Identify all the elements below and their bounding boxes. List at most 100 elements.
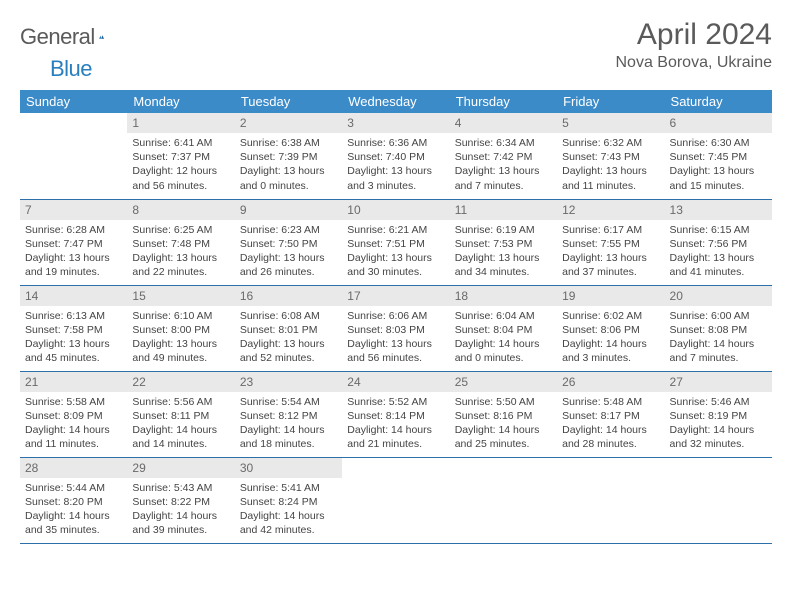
day-number: 14: [20, 286, 127, 306]
day-header: Saturday: [665, 90, 772, 113]
day-body: Sunrise: 6:17 AMSunset: 7:55 PMDaylight:…: [557, 220, 664, 284]
calendar-body: 1Sunrise: 6:41 AMSunset: 7:37 PMDaylight…: [20, 113, 772, 543]
day-number: 5: [557, 113, 664, 133]
day-body: Sunrise: 6:08 AMSunset: 8:01 PMDaylight:…: [235, 306, 342, 370]
day-number: 17: [342, 286, 449, 306]
day-body: Sunrise: 5:48 AMSunset: 8:17 PMDaylight:…: [557, 392, 664, 456]
brand-part1: General: [20, 24, 95, 50]
day-number: 9: [235, 200, 342, 220]
week-row: 21Sunrise: 5:58 AMSunset: 8:09 PMDayligh…: [20, 371, 772, 457]
day-cell: 21Sunrise: 5:58 AMSunset: 8:09 PMDayligh…: [20, 371, 127, 457]
day-cell: 6Sunrise: 6:30 AMSunset: 7:45 PMDaylight…: [665, 113, 772, 199]
day-number: 8: [127, 200, 234, 220]
brand-mark-icon: [99, 28, 104, 46]
day-cell: 14Sunrise: 6:13 AMSunset: 7:58 PMDayligh…: [20, 285, 127, 371]
day-header-row: SundayMondayTuesdayWednesdayThursdayFrid…: [20, 90, 772, 113]
day-cell: 26Sunrise: 5:48 AMSunset: 8:17 PMDayligh…: [557, 371, 664, 457]
day-body: Sunrise: 6:04 AMSunset: 8:04 PMDaylight:…: [450, 306, 557, 370]
day-cell: [342, 457, 449, 543]
calendar-table: SundayMondayTuesdayWednesdayThursdayFrid…: [20, 90, 772, 544]
day-cell: [20, 113, 127, 199]
day-body: Sunrise: 6:13 AMSunset: 7:58 PMDaylight:…: [20, 306, 127, 370]
day-body: Sunrise: 6:02 AMSunset: 8:06 PMDaylight:…: [557, 306, 664, 370]
day-number: 10: [342, 200, 449, 220]
week-row: 1Sunrise: 6:41 AMSunset: 7:37 PMDaylight…: [20, 113, 772, 199]
day-body: Sunrise: 6:10 AMSunset: 8:00 PMDaylight:…: [127, 306, 234, 370]
day-number: 12: [557, 200, 664, 220]
day-header: Tuesday: [235, 90, 342, 113]
day-body: Sunrise: 6:36 AMSunset: 7:40 PMDaylight:…: [342, 133, 449, 197]
day-body: Sunrise: 6:41 AMSunset: 7:37 PMDaylight:…: [127, 133, 234, 197]
day-number: 7: [20, 200, 127, 220]
day-cell: 16Sunrise: 6:08 AMSunset: 8:01 PMDayligh…: [235, 285, 342, 371]
day-number: 3: [342, 113, 449, 133]
day-body: Sunrise: 5:50 AMSunset: 8:16 PMDaylight:…: [450, 392, 557, 456]
day-body: Sunrise: 5:44 AMSunset: 8:20 PMDaylight:…: [20, 478, 127, 542]
day-header: Sunday: [20, 90, 127, 113]
day-number: 26: [557, 372, 664, 392]
day-number: 28: [20, 458, 127, 478]
day-body: Sunrise: 6:06 AMSunset: 8:03 PMDaylight:…: [342, 306, 449, 370]
day-cell: 12Sunrise: 6:17 AMSunset: 7:55 PMDayligh…: [557, 199, 664, 285]
day-body: Sunrise: 6:30 AMSunset: 7:45 PMDaylight:…: [665, 133, 772, 197]
day-body: Sunrise: 5:58 AMSunset: 8:09 PMDaylight:…: [20, 392, 127, 456]
day-body: Sunrise: 6:34 AMSunset: 7:42 PMDaylight:…: [450, 133, 557, 197]
brand-part2: Blue: [50, 56, 92, 82]
day-cell: 10Sunrise: 6:21 AMSunset: 7:51 PMDayligh…: [342, 199, 449, 285]
day-header: Wednesday: [342, 90, 449, 113]
day-cell: 30Sunrise: 5:41 AMSunset: 8:24 PMDayligh…: [235, 457, 342, 543]
brand-logo: General: [20, 24, 127, 50]
day-number: 19: [557, 286, 664, 306]
day-header: Thursday: [450, 90, 557, 113]
day-cell: 11Sunrise: 6:19 AMSunset: 7:53 PMDayligh…: [450, 199, 557, 285]
day-number: 20: [665, 286, 772, 306]
day-number: 22: [127, 372, 234, 392]
day-cell: 13Sunrise: 6:15 AMSunset: 7:56 PMDayligh…: [665, 199, 772, 285]
day-body: Sunrise: 6:23 AMSunset: 7:50 PMDaylight:…: [235, 220, 342, 284]
day-cell: 8Sunrise: 6:25 AMSunset: 7:48 PMDaylight…: [127, 199, 234, 285]
day-number: [20, 113, 127, 133]
day-cell: 29Sunrise: 5:43 AMSunset: 8:22 PMDayligh…: [127, 457, 234, 543]
day-body: Sunrise: 6:15 AMSunset: 7:56 PMDaylight:…: [665, 220, 772, 284]
day-header: Friday: [557, 90, 664, 113]
day-number: [450, 458, 557, 478]
day-body: Sunrise: 6:32 AMSunset: 7:43 PMDaylight:…: [557, 133, 664, 197]
day-body: Sunrise: 6:00 AMSunset: 8:08 PMDaylight:…: [665, 306, 772, 370]
day-cell: 1Sunrise: 6:41 AMSunset: 7:37 PMDaylight…: [127, 113, 234, 199]
day-body: Sunrise: 6:38 AMSunset: 7:39 PMDaylight:…: [235, 133, 342, 197]
day-cell: [665, 457, 772, 543]
day-cell: 23Sunrise: 5:54 AMSunset: 8:12 PMDayligh…: [235, 371, 342, 457]
day-cell: 19Sunrise: 6:02 AMSunset: 8:06 PMDayligh…: [557, 285, 664, 371]
day-body: Sunrise: 5:46 AMSunset: 8:19 PMDaylight:…: [665, 392, 772, 456]
day-body: Sunrise: 5:56 AMSunset: 8:11 PMDaylight:…: [127, 392, 234, 456]
day-cell: 27Sunrise: 5:46 AMSunset: 8:19 PMDayligh…: [665, 371, 772, 457]
day-body: Sunrise: 6:19 AMSunset: 7:53 PMDaylight:…: [450, 220, 557, 284]
day-body: Sunrise: 6:28 AMSunset: 7:47 PMDaylight:…: [20, 220, 127, 284]
day-cell: 18Sunrise: 6:04 AMSunset: 8:04 PMDayligh…: [450, 285, 557, 371]
day-cell: 20Sunrise: 6:00 AMSunset: 8:08 PMDayligh…: [665, 285, 772, 371]
day-cell: 28Sunrise: 5:44 AMSunset: 8:20 PMDayligh…: [20, 457, 127, 543]
day-body: Sunrise: 5:54 AMSunset: 8:12 PMDaylight:…: [235, 392, 342, 456]
day-cell: 9Sunrise: 6:23 AMSunset: 7:50 PMDaylight…: [235, 199, 342, 285]
day-cell: 4Sunrise: 6:34 AMSunset: 7:42 PMDaylight…: [450, 113, 557, 199]
day-number: 11: [450, 200, 557, 220]
day-body: Sunrise: 6:21 AMSunset: 7:51 PMDaylight:…: [342, 220, 449, 284]
day-cell: 7Sunrise: 6:28 AMSunset: 7:47 PMDaylight…: [20, 199, 127, 285]
day-body: Sunrise: 5:43 AMSunset: 8:22 PMDaylight:…: [127, 478, 234, 542]
day-number: 16: [235, 286, 342, 306]
day-body: Sunrise: 5:52 AMSunset: 8:14 PMDaylight:…: [342, 392, 449, 456]
day-number: [342, 458, 449, 478]
week-row: 14Sunrise: 6:13 AMSunset: 7:58 PMDayligh…: [20, 285, 772, 371]
day-cell: 22Sunrise: 5:56 AMSunset: 8:11 PMDayligh…: [127, 371, 234, 457]
title-block: April 2024 Nova Borova, Ukraine: [615, 18, 772, 72]
day-cell: [557, 457, 664, 543]
day-cell: 5Sunrise: 6:32 AMSunset: 7:43 PMDaylight…: [557, 113, 664, 199]
day-header: Monday: [127, 90, 234, 113]
day-number: 2: [235, 113, 342, 133]
day-number: 1: [127, 113, 234, 133]
day-number: [557, 458, 664, 478]
month-title: April 2024: [615, 18, 772, 52]
day-body: Sunrise: 6:25 AMSunset: 7:48 PMDaylight:…: [127, 220, 234, 284]
day-cell: 2Sunrise: 6:38 AMSunset: 7:39 PMDaylight…: [235, 113, 342, 199]
day-number: 4: [450, 113, 557, 133]
